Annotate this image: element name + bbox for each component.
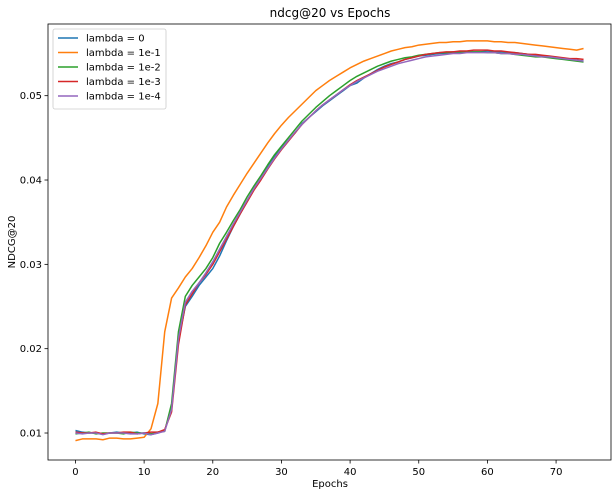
x-tick-label: 0 [72,467,78,478]
x-tick-label: 10 [138,467,151,478]
legend-label-3: lambda = 1e-3 [86,77,161,88]
legend-label-2: lambda = 1e-2 [86,63,161,74]
x-tick-label: 70 [550,467,563,478]
legend-box [52,28,167,110]
y-tick-label: 0.02 [20,344,42,355]
y-tick-label: 0.05 [20,91,42,102]
x-tick-label: 40 [344,467,357,478]
legend-label-0: lambda = 0 [86,34,145,45]
series-line-4 [75,51,584,436]
y-tick-label: 0.04 [20,176,42,187]
legend-label-1: lambda = 1e-1 [86,48,161,59]
legend: lambda = 0 lambda = 1e-1 lambda = 1e-2 lamb… [52,28,167,110]
legend-label-4: lambda = 1e-4 [86,92,161,103]
chart-title: ndcg@20 vs Epochs [270,6,391,20]
x-tick-label: 60 [481,467,494,478]
y-axis-label: NDCG@20 [7,216,18,269]
x-tick-label: 30 [275,467,288,478]
plot-area [47,23,612,461]
plot-frame [47,23,612,461]
y-tick-label: 0.03 [20,260,42,271]
x-tick-label: 50 [412,467,425,478]
y-tick-label: 0.01 [20,429,42,440]
x-tick-label: 20 [206,467,219,478]
x-axis-label: Epochs [312,479,348,490]
series-line-1 [75,40,584,442]
